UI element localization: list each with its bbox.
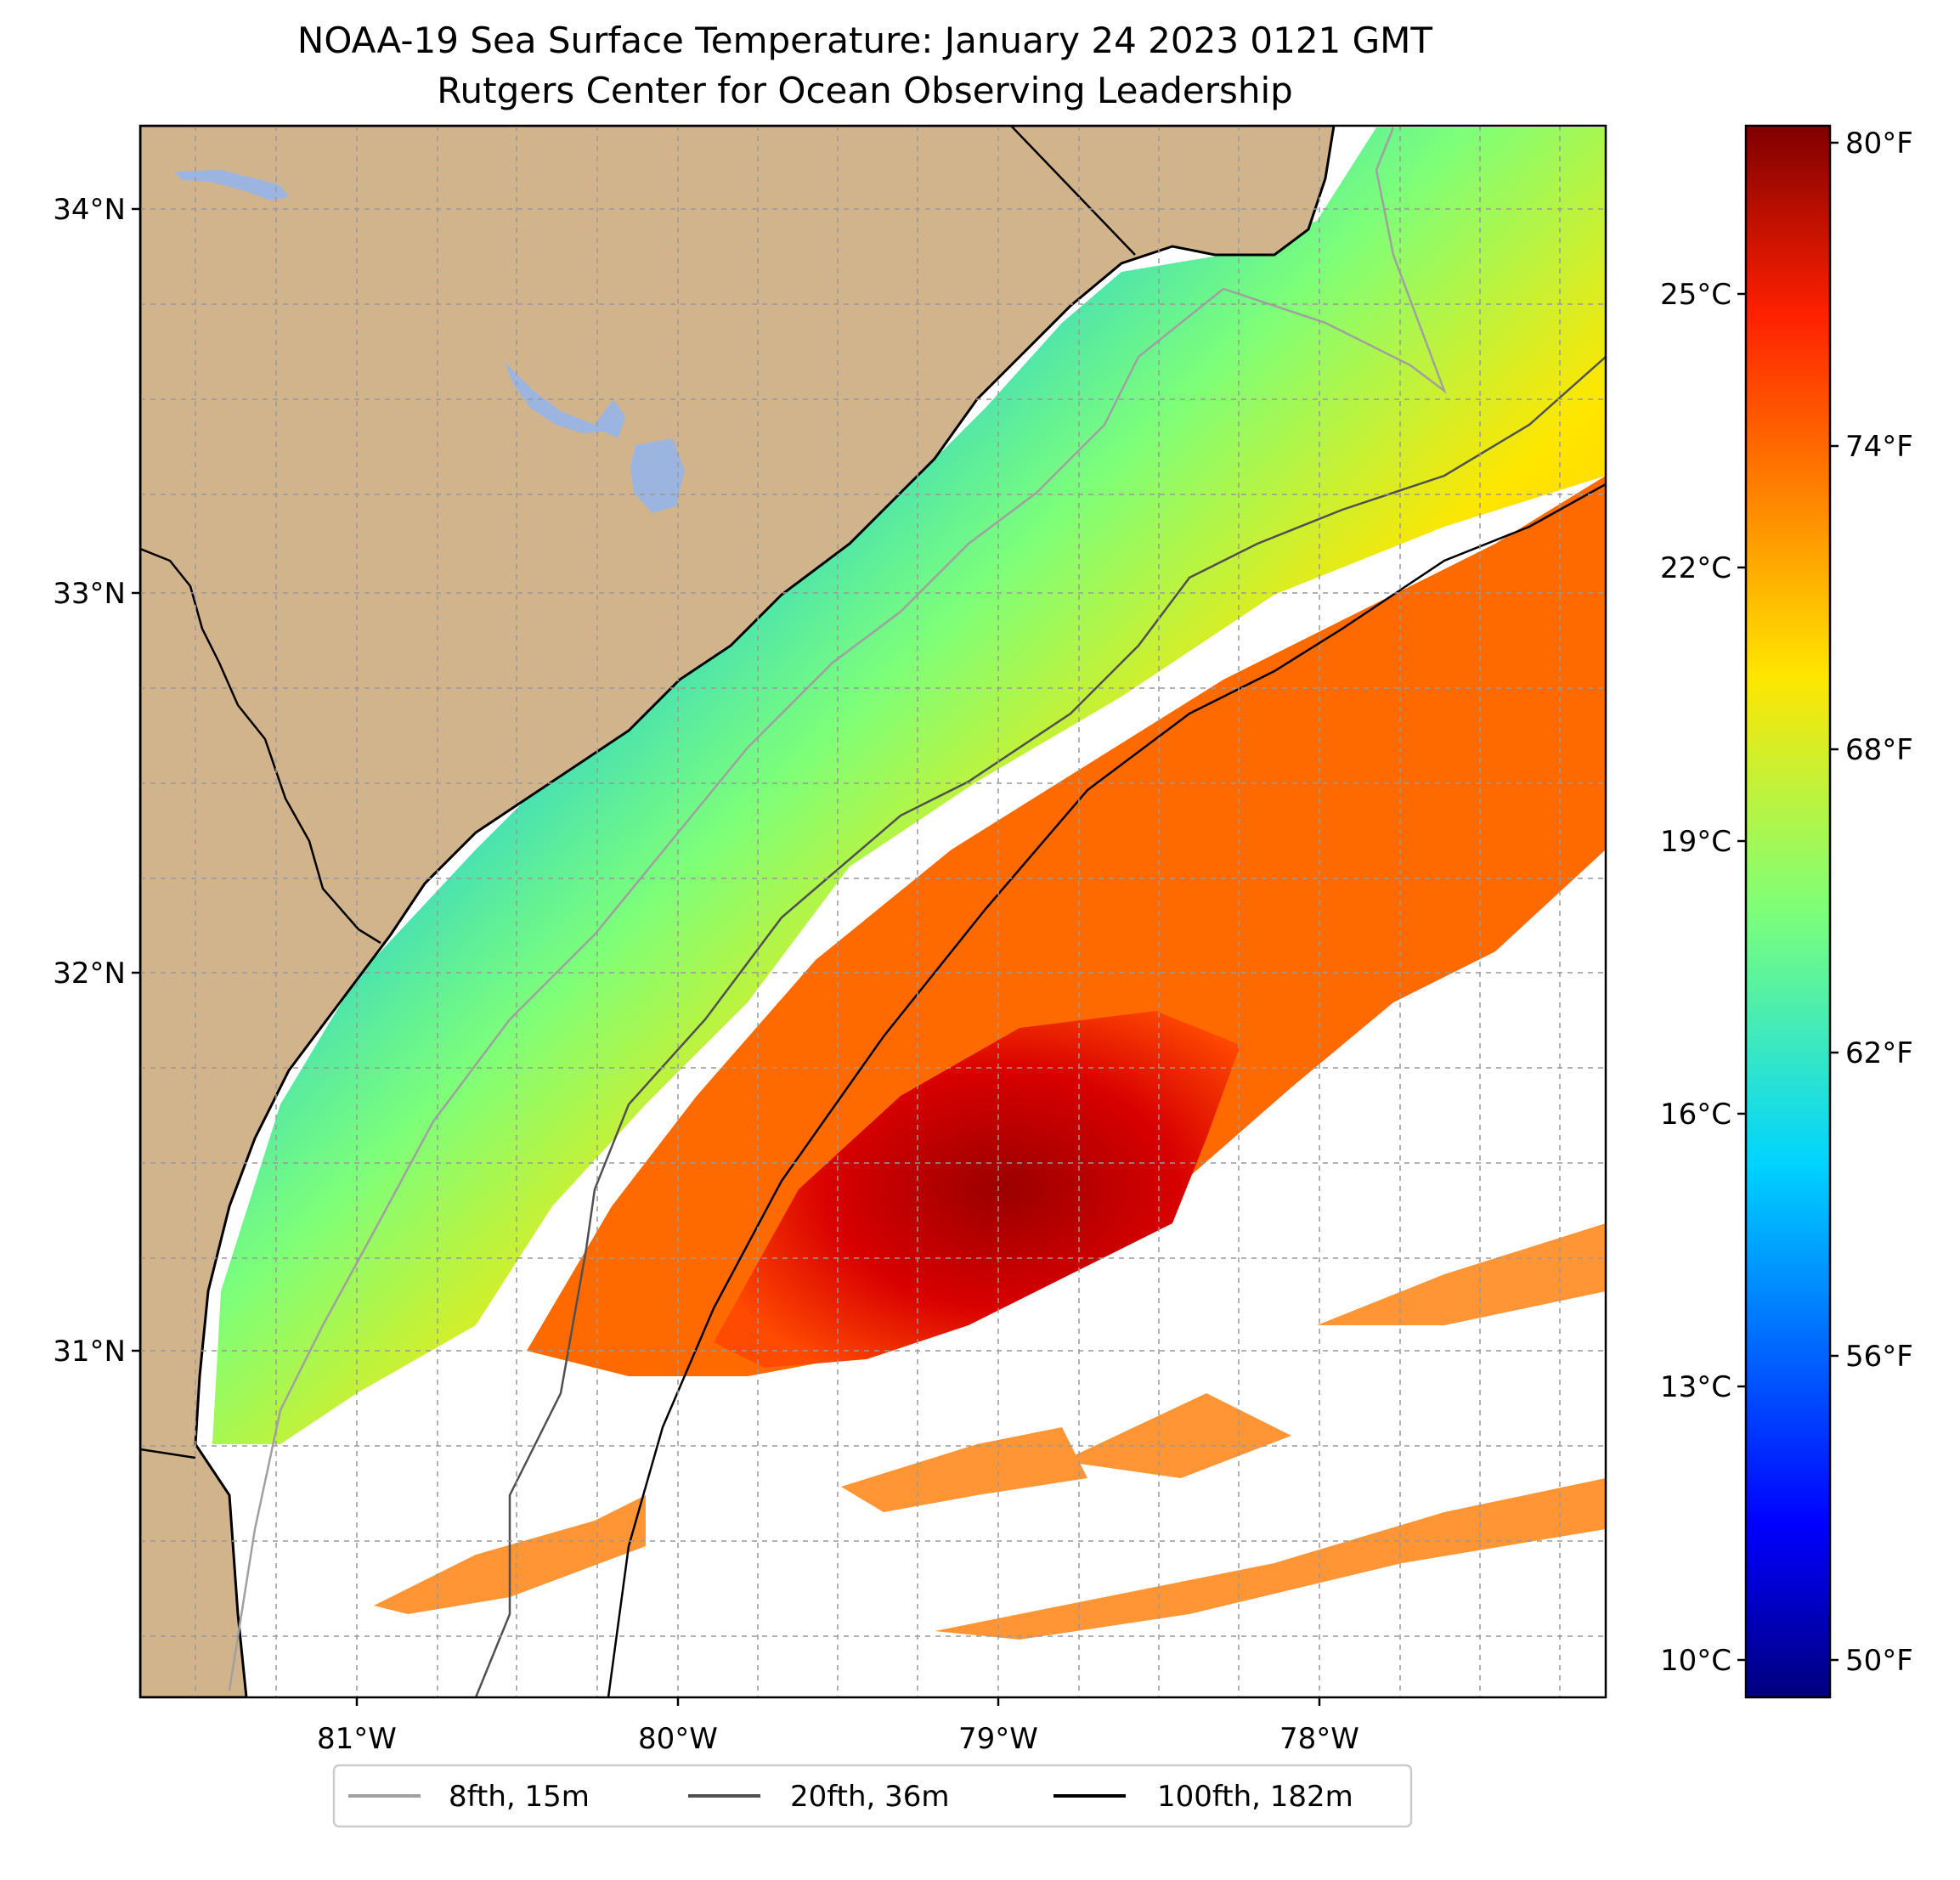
lon-ticks — [355, 1697, 1321, 1706]
map-panel — [140, 126, 1606, 1697]
title-line-1: NOAA-19 Sea Surface Temperature: January… — [297, 20, 1433, 61]
colorbar-f-62: 62°F — [1845, 1036, 1913, 1070]
colorbar-c-10: 10°C — [1660, 1644, 1731, 1678]
lat-label-31: 31°N — [53, 1335, 126, 1369]
ga-fl-boundary — [140, 1448, 196, 1459]
lat-ticks — [132, 207, 140, 1352]
sst-hot-core — [714, 1011, 1240, 1368]
gridlines — [140, 126, 1606, 1697]
colorbar-c-13: 13°C — [1660, 1370, 1731, 1404]
colorbar-c-25: 25°C — [1660, 278, 1731, 312]
sst-warm-gulfstream — [527, 476, 1606, 1376]
colorbar — [1744, 124, 1832, 1699]
isobath-8fth — [228, 127, 1447, 1691]
colorbar-ticks — [1737, 141, 1839, 1662]
colorbar-c-19: 19°C — [1660, 825, 1731, 859]
land — [140, 126, 1336, 1697]
legend-box — [332, 1764, 1413, 1828]
sst-cold-shelf — [212, 127, 1606, 1444]
colorbar-f-50: 50°F — [1845, 1644, 1913, 1678]
state-boundary — [140, 547, 381, 945]
colorbar-f-80: 80°F — [1845, 127, 1913, 161]
lon-label-79: 79°W — [958, 1722, 1038, 1756]
lat-label-34: 34°N — [53, 193, 126, 227]
lat-label-33: 33°N — [53, 577, 126, 611]
colorbar-f-74: 74°F — [1845, 430, 1913, 464]
lake-north — [174, 170, 289, 200]
lon-label-80: 80°W — [638, 1722, 718, 1756]
colorbar-f-56: 56°F — [1845, 1340, 1913, 1374]
sst-patches-south — [374, 1223, 1606, 1640]
colorbar-f-68: 68°F — [1845, 733, 1913, 767]
legend-label-20fth: 20fth, 36m — [790, 1780, 950, 1814]
nc-sc-boundary — [1010, 126, 1136, 256]
colorbar-c-16: 16°C — [1660, 1098, 1731, 1132]
title-line-2: Rutgers Center for Ocean Observing Leade… — [437, 70, 1293, 111]
lake-marion — [505, 362, 625, 438]
colorbar-c-22: 22°C — [1660, 551, 1731, 585]
legend-label-100fth: 100fth, 182m — [1157, 1780, 1353, 1814]
map-frame — [138, 124, 1607, 1699]
lon-label-78: 78°W — [1279, 1722, 1359, 1756]
isobath-100fth — [607, 483, 1606, 1697]
lat-label-32: 32°N — [53, 957, 126, 991]
lon-label-81: 81°W — [317, 1722, 397, 1756]
isobath-20fth — [474, 356, 1606, 1697]
legend-label-8fth: 8fth, 15m — [449, 1780, 590, 1814]
